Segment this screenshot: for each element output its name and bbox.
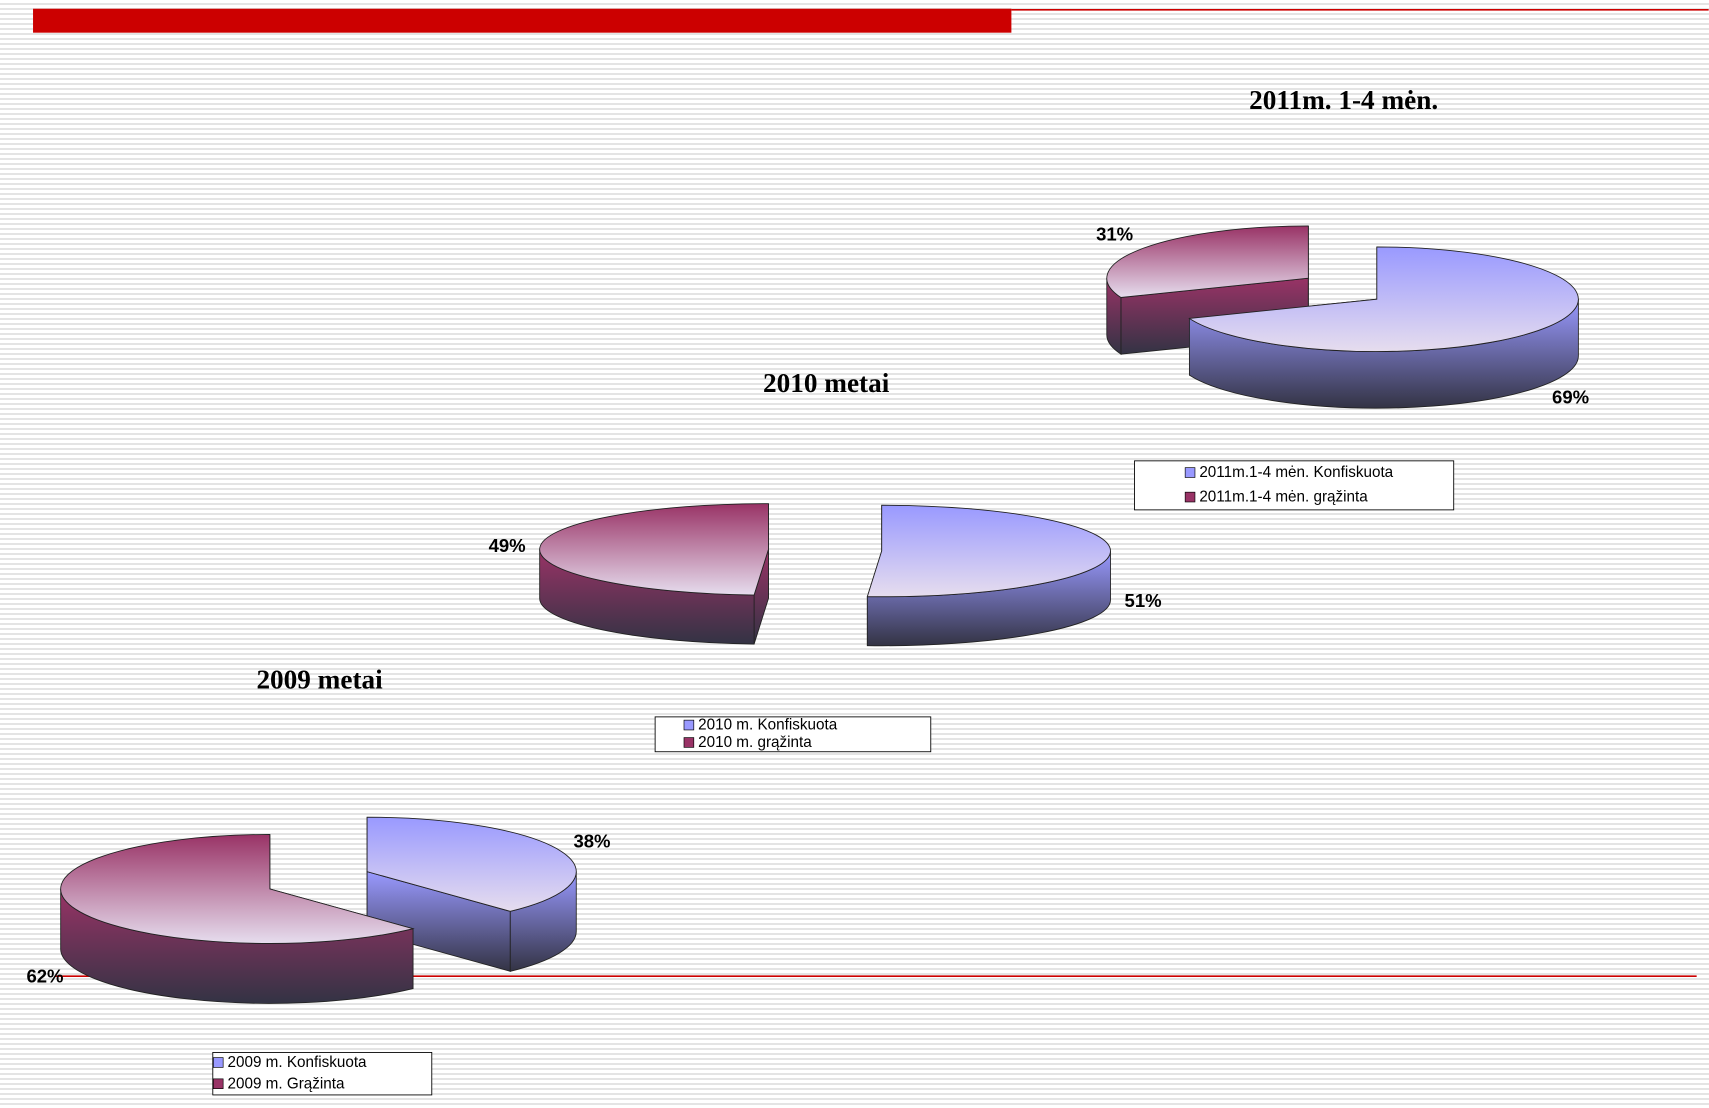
pie-slice — [866, 504, 1111, 598]
pie-slice — [60, 834, 415, 944]
data-label: 38% — [573, 831, 610, 852]
legend-swatch — [213, 1057, 224, 1068]
legend-swatch — [683, 737, 695, 748]
legend-label: 2010 m. grąžinta — [698, 734, 812, 751]
pie-slice — [1188, 246, 1579, 352]
legend-label: 2009 m. Grąžinta — [228, 1075, 345, 1092]
legend-box — [212, 1052, 433, 1096]
legend-label: 2011m.1-4 mėn. Konfiskuota — [1199, 464, 1393, 481]
header-bar — [33, 8, 1012, 33]
data-label: 49% — [489, 535, 526, 556]
data-label: 62% — [26, 966, 63, 987]
legend-box — [654, 716, 932, 753]
legend-swatch — [1184, 491, 1196, 503]
legend: 2009 m. Konfiskuota 2009 m. Grąžinta — [212, 1052, 433, 1096]
chart-title: 2010 metai — [763, 368, 890, 398]
legend-swatch — [1184, 467, 1196, 478]
data-label: 51% — [1125, 590, 1162, 611]
legend: 2011m.1-4 mėn. Konfiskuota 2011m.1-4 mėn.… — [1134, 460, 1455, 511]
chart-title: 2011m. 1-4 mėn. — [1249, 85, 1438, 115]
pie-slice — [1106, 225, 1309, 298]
legend-label: 2009 m. Konfiskuota — [228, 1054, 368, 1071]
pie-slice — [539, 503, 769, 596]
legend-swatch — [213, 1078, 224, 1089]
legend-label: 2010 m. Konfiskuota — [698, 717, 838, 734]
data-label: 69% — [1552, 387, 1589, 408]
legend-swatch — [683, 719, 695, 731]
chart-title: 2009 metai — [256, 665, 383, 695]
legend-label: 2011m.1-4 mėn. grąžinta — [1199, 489, 1368, 506]
data-label: 31% — [1096, 223, 1133, 244]
pie-slice — [366, 816, 577, 912]
